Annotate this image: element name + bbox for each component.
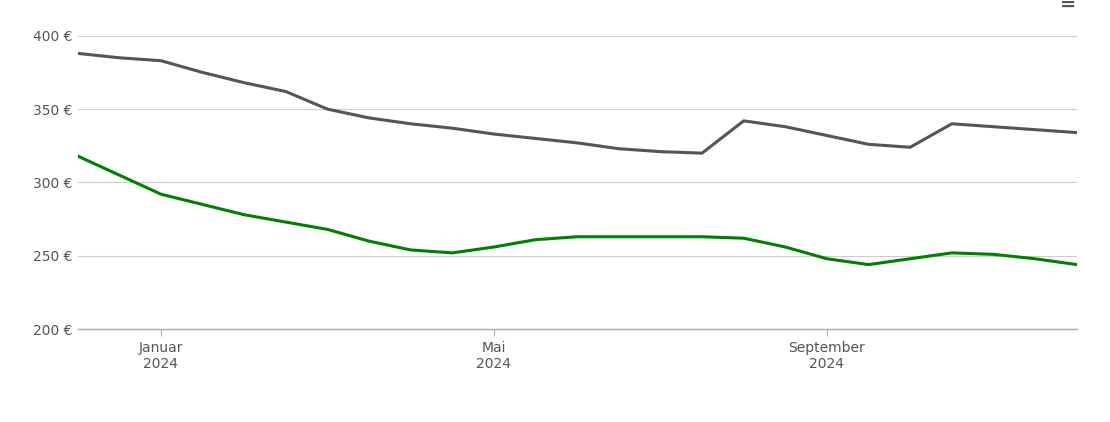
Text: ≡: ≡ — [1060, 0, 1077, 12]
